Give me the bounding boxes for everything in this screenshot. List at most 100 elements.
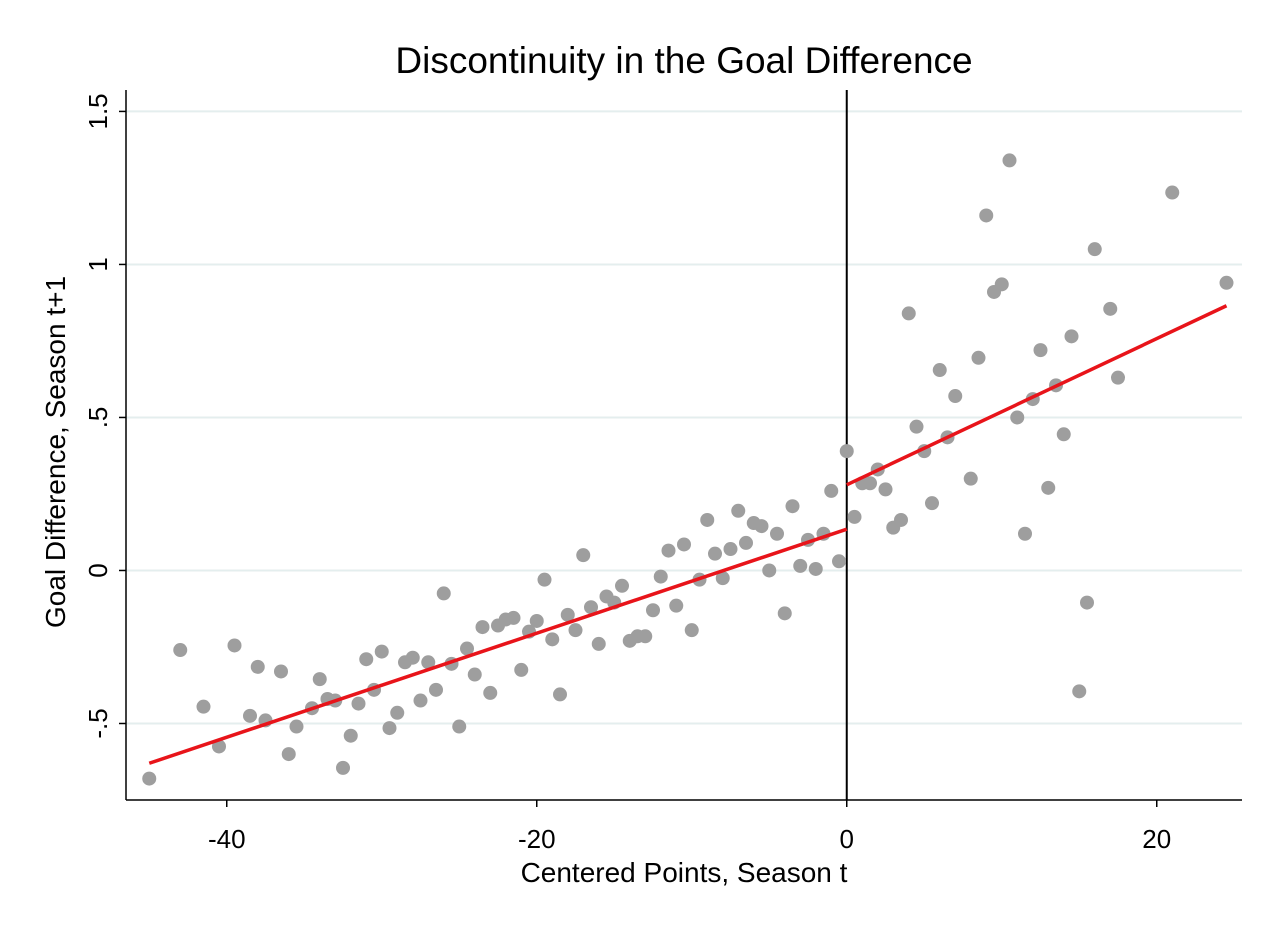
data-point <box>901 306 916 321</box>
data-point <box>390 705 405 720</box>
data-point <box>584 600 598 615</box>
data-point <box>894 512 908 527</box>
data-point <box>1056 427 1071 442</box>
data-point <box>963 471 978 486</box>
y-gridlines <box>126 110 1242 725</box>
x-axis-title: Centered Points, Season t <box>521 857 848 888</box>
data-point <box>413 693 428 708</box>
data-point <box>591 636 606 651</box>
data-point <box>429 682 443 697</box>
data-point <box>847 509 862 524</box>
data-point <box>227 638 242 653</box>
data-point <box>677 537 691 552</box>
data-point <box>994 277 1009 292</box>
data-point <box>359 652 374 667</box>
data-point <box>646 603 660 618</box>
data-point <box>514 662 529 677</box>
data-point <box>553 687 567 702</box>
y-tick-label: 1.5 <box>83 93 113 129</box>
chart-title: Discontinuity in the Goal Difference <box>395 40 972 81</box>
data-point <box>925 496 939 511</box>
data-point <box>785 499 800 514</box>
data-point <box>1080 595 1094 610</box>
data-point <box>436 586 451 601</box>
data-point <box>708 546 722 561</box>
data-point <box>723 542 738 557</box>
data-point <box>948 389 963 404</box>
data-point <box>700 512 715 527</box>
data-point <box>669 598 684 613</box>
data-point <box>336 760 350 775</box>
data-point <box>808 561 823 576</box>
data-point <box>475 620 490 635</box>
x-tick-label: -20 <box>518 824 556 854</box>
data-point <box>196 699 211 714</box>
data-point <box>979 208 994 223</box>
data-point <box>483 685 498 700</box>
data-point <box>312 672 327 687</box>
y-ticks: -.5 0 .5 1 1.5 <box>83 93 126 739</box>
data-point <box>1087 242 1102 257</box>
y-axis-title: Goal Difference, Season t+1 <box>40 276 71 628</box>
data-point <box>250 659 265 674</box>
data-point <box>460 641 474 656</box>
data-point <box>684 623 699 638</box>
data-point <box>1064 329 1079 344</box>
data-point <box>560 607 575 622</box>
data-point <box>568 623 583 638</box>
data-point <box>1018 526 1032 541</box>
data-point <box>142 771 157 786</box>
data-point <box>1041 480 1056 495</box>
data-point <box>243 708 257 723</box>
data-point <box>754 519 769 534</box>
data-point <box>1111 370 1125 385</box>
data-point <box>274 664 288 679</box>
data-point <box>1033 343 1048 358</box>
x-tick-label: -40 <box>208 824 246 854</box>
data-points <box>142 153 1234 786</box>
data-point <box>1002 153 1017 168</box>
data-point <box>832 554 846 569</box>
data-point <box>1072 684 1087 699</box>
data-point <box>715 571 730 586</box>
data-point <box>1165 185 1180 200</box>
data-point <box>382 721 397 736</box>
y-tick-label: 0 <box>83 563 113 577</box>
data-point <box>506 610 521 625</box>
data-point <box>351 696 366 711</box>
data-point <box>545 632 560 647</box>
data-point <box>909 419 924 434</box>
data-point <box>405 650 420 665</box>
data-point <box>1103 301 1118 316</box>
data-point <box>212 739 226 754</box>
data-point <box>289 719 304 734</box>
x-tick-label: 20 <box>1142 824 1171 854</box>
data-point <box>537 572 552 587</box>
data-point <box>1010 410 1025 425</box>
data-point <box>661 543 676 558</box>
data-point <box>777 606 792 621</box>
data-point <box>653 569 668 584</box>
data-point <box>615 578 629 593</box>
data-point <box>638 629 653 644</box>
data-point <box>452 719 467 734</box>
data-point <box>281 747 296 762</box>
data-point <box>467 667 482 682</box>
fit-line <box>846 304 1228 487</box>
data-point <box>971 350 986 365</box>
data-point <box>839 444 854 459</box>
data-point <box>793 558 808 573</box>
data-point <box>932 363 947 378</box>
data-point <box>739 535 753 550</box>
x-ticks: -40 -20 0 20 <box>208 800 1171 854</box>
data-point <box>878 482 893 497</box>
data-point <box>374 644 389 659</box>
data-point <box>770 526 784 541</box>
data-point <box>731 503 746 518</box>
x-tick-label: 0 <box>840 824 854 854</box>
data-point <box>576 548 591 563</box>
data-point <box>421 655 436 670</box>
fit-line <box>148 527 848 765</box>
fit-lines <box>148 304 1228 765</box>
